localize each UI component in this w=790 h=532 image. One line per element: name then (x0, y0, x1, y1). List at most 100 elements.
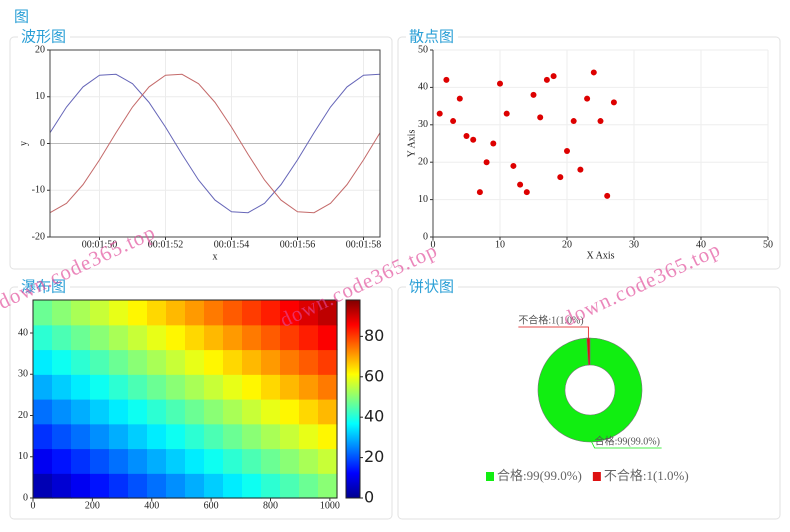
scatter-point (577, 166, 584, 173)
heat-cell (90, 300, 110, 326)
heat-cell (318, 473, 338, 499)
heat-cell (52, 448, 72, 474)
heat-cell (147, 324, 167, 351)
heat-cell (280, 374, 300, 400)
y-tick-label: 30 (418, 119, 428, 130)
heat-cell (261, 473, 281, 499)
heat-cell (71, 423, 91, 450)
heat-cell (204, 300, 224, 326)
y-tick-label: -10 (32, 185, 45, 196)
heat-cell (299, 473, 319, 499)
x-tick-label: 00:01:56 (280, 239, 316, 250)
plot-frame (49, 49, 381, 238)
x-tick-label: 00:01:52 (148, 239, 184, 250)
x-axis-label: X Axis (586, 250, 614, 261)
panel-title: 饼状图 (409, 278, 454, 296)
heat-cell (261, 374, 281, 400)
pie-slice (586, 337, 591, 366)
scatter-point (543, 76, 550, 83)
heat-cell (204, 374, 224, 400)
heat-cell (166, 448, 186, 474)
heat-cell (242, 324, 262, 351)
heat-cell (318, 324, 338, 351)
x-tick-label: 20 (562, 239, 572, 250)
heat-cell (223, 473, 243, 499)
colorbar-label: 60 (364, 366, 384, 385)
panel (9, 36, 393, 270)
heat-cell (109, 423, 129, 450)
heat-cell (109, 349, 129, 375)
heat-cell (299, 349, 319, 375)
heat-cell (109, 448, 129, 474)
scatter-point (517, 181, 524, 188)
heat-cell (261, 448, 281, 474)
heat-cell (52, 399, 72, 425)
page-title: 图 (14, 8, 29, 26)
heat-cell (109, 399, 129, 425)
y-tick-label: 10 (418, 194, 428, 205)
heat-cell (128, 374, 148, 400)
heat-cell (242, 374, 262, 400)
heat-cell (204, 473, 224, 499)
scatter-point (476, 189, 483, 196)
heat-cell (166, 423, 186, 450)
line-series (49, 73, 381, 214)
x-tick-label: 10 (495, 239, 505, 250)
heat-cell (71, 349, 91, 375)
heat-cell (147, 374, 167, 400)
panel-title: 波形图 (21, 28, 66, 46)
scatter-point (530, 91, 537, 98)
panel-title: 瀑布图 (21, 278, 66, 296)
heat-cell (128, 300, 148, 326)
heat-cell (280, 448, 300, 474)
heat-cell (128, 473, 148, 499)
heat-cell (318, 423, 338, 450)
y-axis-label: y (18, 141, 29, 146)
scatter-point (597, 118, 604, 125)
x-tick-label: 400 (144, 500, 159, 511)
heat-cell (33, 423, 53, 450)
heat-cell (71, 374, 91, 400)
heat-cell (223, 374, 243, 400)
y-tick-label: 40 (418, 82, 428, 93)
y-axis-label: Y Axis (406, 130, 417, 158)
y-tick-label: 30 (18, 369, 28, 380)
heat-cell (204, 423, 224, 450)
title-bg (18, 28, 70, 46)
charts: -20 -10 0 10 20 00:01:50 00:01:52 00:01:54 00:01… (18, 44, 773, 511)
heat-cell (204, 399, 224, 425)
heat-cell (109, 324, 129, 351)
colorbar (345, 299, 361, 499)
heat-cell (128, 448, 148, 474)
heat-cell (261, 399, 281, 425)
heat-cell (280, 473, 300, 499)
heat-cell (166, 349, 186, 375)
y-tick-label: 10 (18, 451, 28, 462)
heat-cell (33, 349, 53, 375)
heat-cell (261, 300, 281, 326)
scatter-point (523, 189, 530, 196)
plot-frame (32, 299, 338, 499)
leader-line (591, 441, 662, 449)
x-tick-label: 200 (85, 500, 100, 511)
heat-cell (261, 423, 281, 450)
colorbar-label: 0 (364, 488, 374, 507)
y-tick-label: 10 (35, 91, 45, 102)
heat-cell (52, 374, 72, 400)
colorbar-label: 80 (364, 326, 384, 345)
heat-cell (318, 300, 338, 326)
heat-cell (147, 399, 167, 425)
y-tick-label: 50 (418, 44, 428, 55)
y-tick-label: 0 (23, 492, 28, 503)
heat-cell (185, 473, 205, 499)
heat-cell (318, 399, 338, 425)
heat-cell (280, 324, 300, 351)
title-bg (406, 28, 458, 46)
scatter-point (436, 110, 443, 117)
panel (397, 286, 781, 520)
heat-cell (299, 324, 319, 351)
heat-cell (318, 349, 338, 375)
heat-cell (166, 324, 186, 351)
pie-slice (537, 337, 643, 443)
